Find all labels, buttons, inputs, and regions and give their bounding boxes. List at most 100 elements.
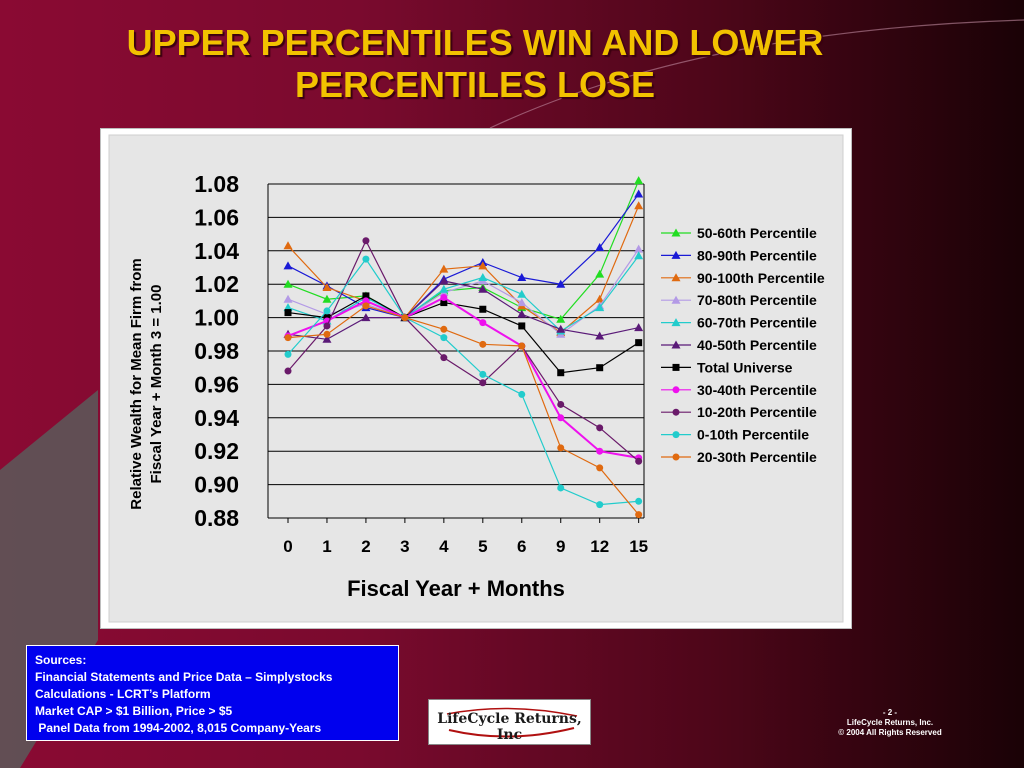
legend-label: 10-20th Percentile xyxy=(697,404,817,420)
x-tick-label: 6 xyxy=(517,537,526,556)
legend-entry: 20-30th Percentile xyxy=(661,449,817,465)
data-point xyxy=(401,314,409,322)
data-point xyxy=(362,255,370,263)
sources-box: Sources: Financial Statements and Price … xyxy=(26,645,399,741)
data-point xyxy=(634,244,644,253)
data-point xyxy=(595,331,605,340)
data-point xyxy=(323,322,331,330)
x-tick-label: 2 xyxy=(361,537,370,556)
data-point xyxy=(478,273,488,282)
series-line xyxy=(287,205,640,334)
data-point xyxy=(361,313,371,322)
data-point xyxy=(672,363,680,371)
data-point xyxy=(479,370,487,378)
data-point xyxy=(518,342,526,350)
sources-line: Calculations - LCRT’s Platform xyxy=(35,687,211,701)
data-point xyxy=(283,279,293,288)
y-axis-label-line-1: Relative Wealth for Mean Firm from xyxy=(128,258,145,509)
data-point xyxy=(517,298,527,307)
title-line-2: PERCENTILES LOSE xyxy=(294,64,656,105)
data-point xyxy=(671,318,681,327)
data-point xyxy=(322,334,332,343)
data-point xyxy=(439,284,449,293)
series-line xyxy=(287,258,639,506)
legend-label: 90-100th Percentile xyxy=(697,270,825,286)
series-line xyxy=(287,280,639,340)
legend-label: 80-90th Percentile xyxy=(697,247,817,263)
series-40-50th-percentile xyxy=(283,276,644,343)
data-point xyxy=(362,237,370,245)
y-tick-label: 0.94 xyxy=(194,405,239,431)
data-point xyxy=(322,283,332,292)
data-point xyxy=(595,294,605,303)
data-point xyxy=(518,390,526,398)
footer-copyright: © 2004 All Rights Reserved xyxy=(838,728,942,737)
y-axis-label-line-2: Fiscal Year + Month 3 = 1.00 xyxy=(148,285,165,484)
legend-label: 40-50th Percentile xyxy=(697,337,817,353)
data-point xyxy=(596,424,604,432)
data-point xyxy=(672,453,680,461)
data-point xyxy=(556,324,566,333)
x-tick-label: 12 xyxy=(590,537,609,556)
data-point xyxy=(362,292,370,300)
sources-heading: Sources: xyxy=(35,653,87,667)
data-point xyxy=(672,408,680,416)
data-point xyxy=(284,350,292,358)
data-point xyxy=(440,325,448,333)
data-point xyxy=(283,294,293,303)
data-point xyxy=(635,497,643,505)
title-line-1: UPPER PERCENTILES WIN AND LOWER xyxy=(126,22,824,63)
series-line xyxy=(287,295,639,374)
data-point xyxy=(671,340,681,349)
data-point xyxy=(634,176,644,185)
data-point xyxy=(517,273,527,282)
x-tick-label: 15 xyxy=(629,537,648,556)
data-point xyxy=(596,464,604,472)
legend-entry: 80-90th Percentile xyxy=(661,247,817,263)
data-point xyxy=(362,297,370,305)
sources-line: Market CAP > $1 Billion, Price > $5 xyxy=(35,704,233,718)
data-point xyxy=(440,294,448,302)
data-point xyxy=(671,273,681,282)
data-point xyxy=(479,305,487,313)
chart-frame: 1.08 1.06 1.04 1.02 1.00 0.98 0.96 0.94 0.92 0.90… xyxy=(100,128,852,629)
y-tick-label: 1.08 xyxy=(194,171,239,197)
x-tick-label: 9 xyxy=(556,537,565,556)
data-point xyxy=(557,484,565,492)
x-tick-label: 1 xyxy=(322,537,331,556)
data-point xyxy=(478,284,488,293)
y-tick-label: 0.92 xyxy=(194,438,239,464)
series-20-30th-percentile xyxy=(284,302,643,519)
data-point xyxy=(557,444,565,452)
legend-entry: 60-70th Percentile xyxy=(661,315,817,331)
legend-entry: 70-80th Percentile xyxy=(661,292,817,308)
data-point xyxy=(634,201,644,210)
legend-entry: 90-100th Percentile xyxy=(661,270,825,286)
data-point xyxy=(635,339,643,347)
data-point xyxy=(557,414,565,422)
legend-label: 30-40th Percentile xyxy=(697,382,817,398)
data-point xyxy=(556,314,566,323)
data-point xyxy=(284,309,292,317)
data-point xyxy=(595,269,605,278)
page-number: - 2 - xyxy=(882,708,898,717)
data-point xyxy=(671,295,681,304)
legend-entry: 30-40th Percentile xyxy=(661,382,817,398)
series-line xyxy=(287,305,640,516)
data-point xyxy=(595,242,605,251)
slide-footer: - 2 - LifeCycle Returns, Inc. © 2004 All… xyxy=(800,708,980,738)
y-tick-label: 0.98 xyxy=(194,338,239,364)
data-point xyxy=(362,302,370,310)
data-point xyxy=(635,457,643,465)
data-point xyxy=(596,501,604,509)
data-point xyxy=(284,334,292,342)
legend-label: 50-60th Percentile xyxy=(697,225,817,241)
data-point xyxy=(518,322,526,330)
data-point xyxy=(439,276,449,285)
data-point xyxy=(478,261,488,270)
series-line xyxy=(287,193,640,319)
y-tick-label: 0.88 xyxy=(194,505,239,531)
series-line xyxy=(287,239,640,462)
logo-swoosh xyxy=(446,707,578,738)
data-point xyxy=(556,279,566,288)
